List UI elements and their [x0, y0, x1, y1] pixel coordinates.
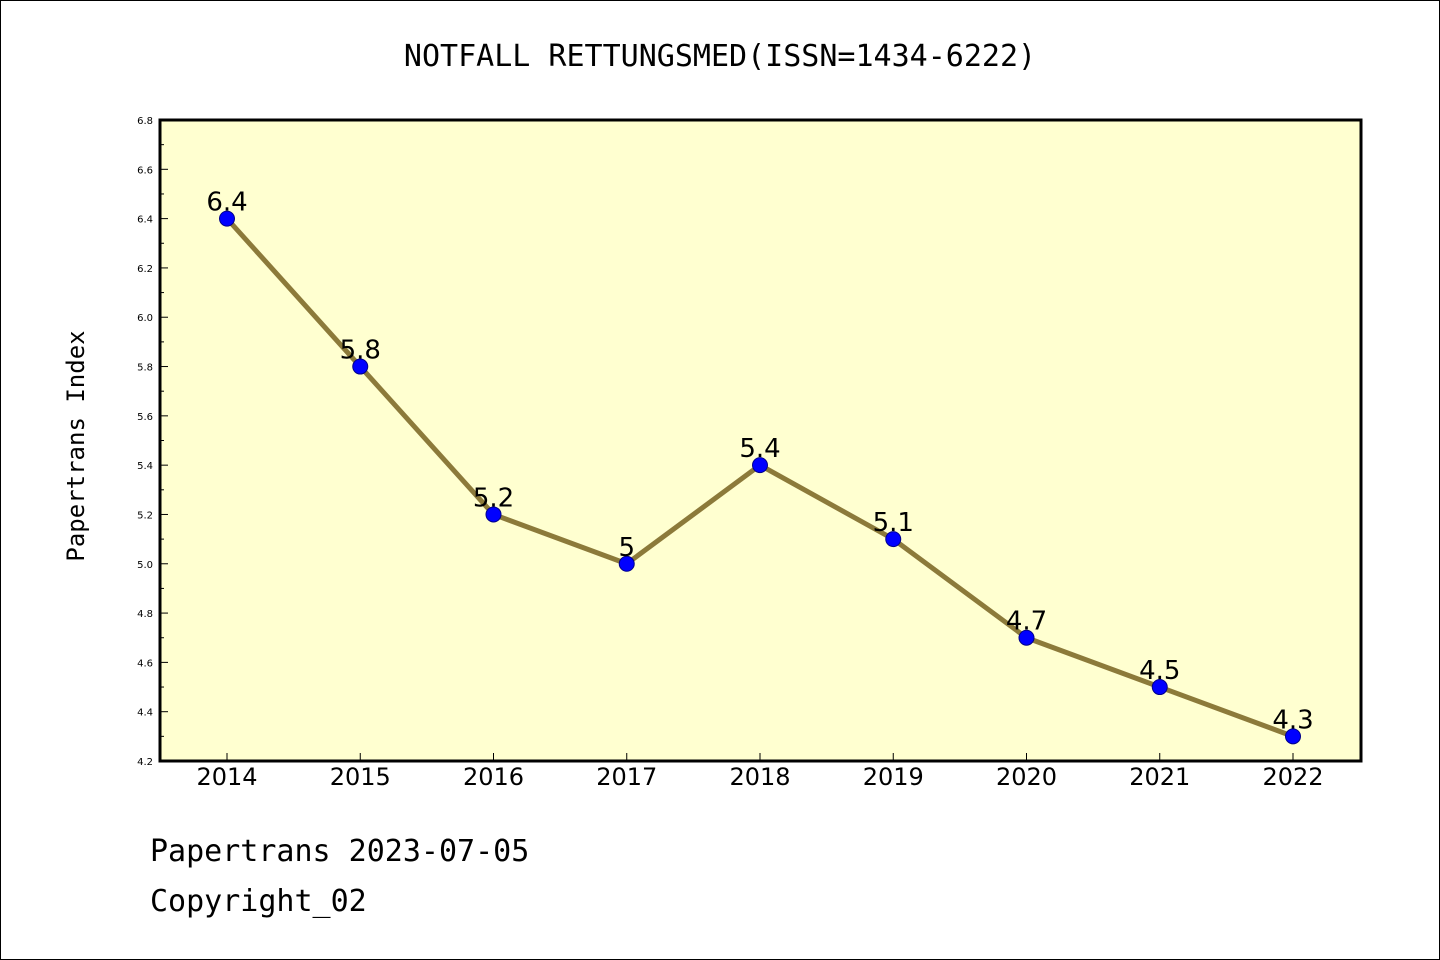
data-point [219, 210, 235, 227]
data-label: 5.8 [340, 336, 381, 366]
footer-copyright: Copyright_02 [150, 884, 367, 919]
y-tick-label: 4.2 [137, 757, 153, 768]
data-point [1151, 679, 1168, 696]
series-line-group [219, 210, 1301, 745]
data-label: 4.7 [1006, 607, 1047, 637]
data-point [352, 358, 369, 375]
x-tick-label: 2018 [729, 763, 790, 791]
y-tick-label: 4.4 [137, 708, 153, 719]
y-tick-label: 4.6 [137, 658, 153, 669]
y-tick-label: 4.8 [137, 609, 153, 620]
x-tick-label: 2015 [330, 763, 391, 791]
y-tick-label: 5.6 [137, 412, 153, 423]
data-point [618, 555, 635, 572]
data-label: 6.4 [206, 188, 247, 218]
plot-border [158, 118, 1363, 763]
plot-area [160, 120, 1361, 761]
x-tick-label: 2021 [1129, 763, 1190, 791]
y-tick-label: 6.4 [137, 215, 153, 226]
data-label: 4.3 [1272, 705, 1313, 735]
data-labels: 6.4 5.8 5.2 5 5.4 5.1 4.7 4.5 4.3 [206, 188, 1313, 736]
data-point [752, 457, 768, 474]
y-tick-label: 5.8 [137, 363, 153, 374]
x-tick-label: 2016 [463, 763, 524, 791]
x-axis: 2014 2015 2016 2017 2018 2019 2020 2021 2022 [196, 753, 1324, 791]
y-tick-label: 6.6 [137, 165, 153, 176]
data-label: 5.4 [739, 434, 780, 464]
data-label: 4.5 [1139, 656, 1180, 686]
y-tick-label: 6.2 [137, 264, 153, 275]
footer-date: Papertrans 2023-07-05 [150, 834, 530, 869]
x-tick-label: 2020 [996, 763, 1057, 791]
data-label: 5.2 [473, 483, 514, 513]
x-tick-label: 2017 [596, 763, 657, 791]
chart-title: NOTFALL RETTUNGSMED(ISSN=1434-6222) [404, 39, 1036, 74]
y-tick-label: 6.0 [137, 313, 153, 324]
y-tick-label: 5.0 [137, 560, 153, 571]
data-point [485, 506, 502, 523]
y-axis-label: Papertrans Index [62, 330, 90, 561]
y-tick-label: 6.8 [137, 116, 153, 127]
y-tick-label: 5.4 [137, 461, 153, 472]
data-point [1285, 728, 1301, 745]
data-label: 5 [618, 533, 635, 563]
data-label: 5.1 [873, 508, 914, 538]
x-tick-label: 2022 [1262, 763, 1323, 791]
data-point [885, 531, 902, 548]
x-tick-label: 2019 [863, 763, 924, 791]
data-point [1018, 629, 1035, 646]
x-tick-label: 2014 [196, 763, 257, 791]
y-axis: 4.2 4.4 4.6 4.8 5.0 5.2 5.4 5.6 5.8 6.0 6.2 6.4 6.6 6… [137, 116, 168, 768]
y-tick-label: 5.2 [137, 510, 153, 521]
